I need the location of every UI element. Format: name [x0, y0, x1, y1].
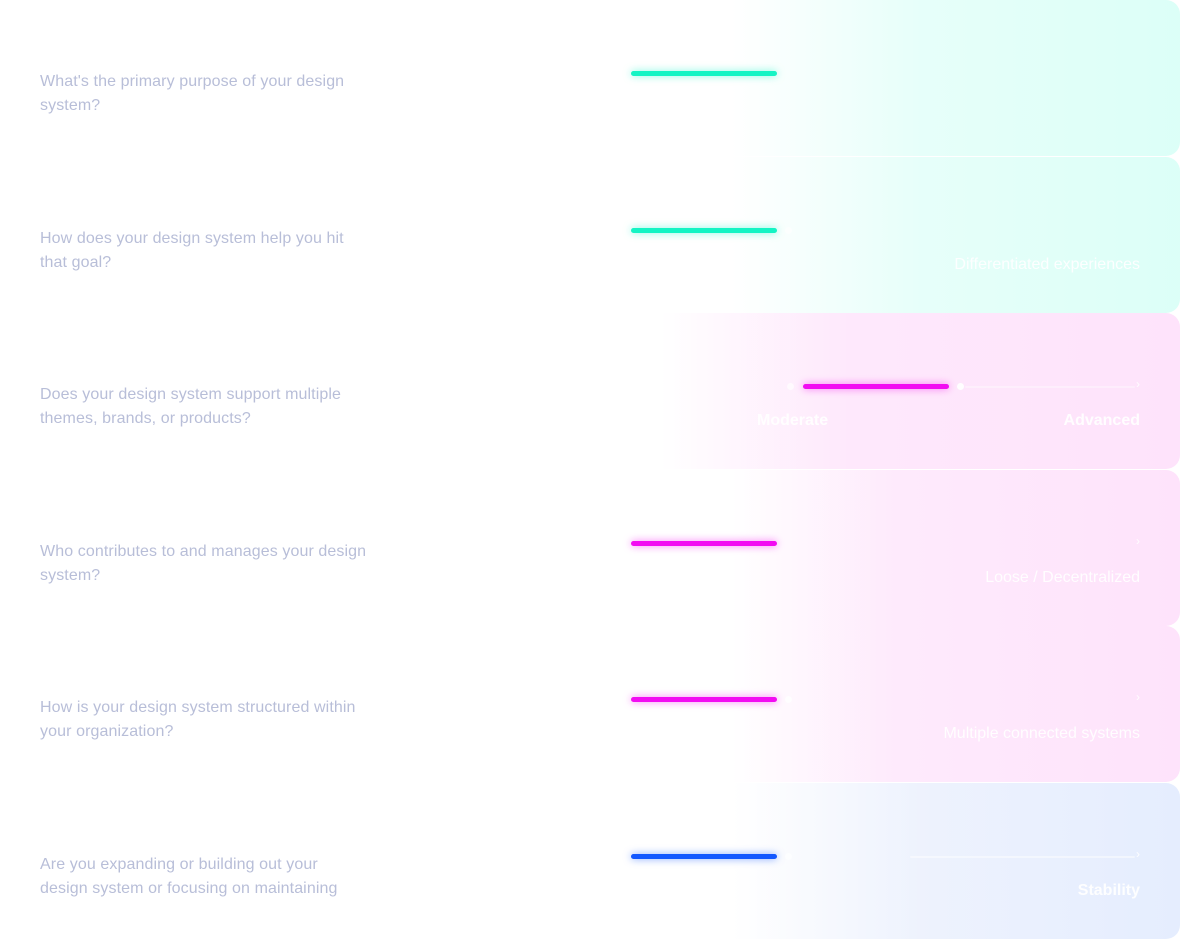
- selected-segment[interactable]: [631, 697, 777, 702]
- question-row: Who contributes to and manages your desi…: [0, 470, 1180, 626]
- question-row: How is your design system structured wit…: [0, 626, 1180, 782]
- question-text: Who contributes to and manages your desi…: [40, 543, 367, 584]
- slider-dot[interactable]: [957, 383, 964, 390]
- selected-segment[interactable]: [803, 384, 949, 389]
- selected-segment[interactable]: [631, 541, 777, 546]
- question-row: How does your design system help you hit…: [0, 157, 1180, 313]
- selected-segment[interactable]: [631, 228, 777, 233]
- question-row: Does your design system support multiple…: [0, 313, 1180, 469]
- slider-dot[interactable]: [785, 227, 792, 234]
- slider-track[interactable]: [965, 386, 1135, 388]
- arrow-right-icon: ›: [1136, 534, 1140, 548]
- question-text: Are you expanding or building out your d…: [40, 856, 338, 897]
- question-text: How is your design system structured wit…: [40, 699, 356, 740]
- slider-dot[interactable]: [785, 696, 792, 703]
- scale-label-left: Moderate: [757, 412, 829, 429]
- arrow-right-icon: ›: [1136, 377, 1140, 391]
- scale-label-right: Multiple connected systems: [943, 725, 1140, 742]
- question-text: Does your design system support multiple…: [40, 386, 342, 427]
- scale-label-right: Differentiated experiences: [954, 256, 1140, 273]
- question-text: How does your design system help you hit…: [40, 230, 344, 271]
- selected-segment[interactable]: [631, 854, 777, 859]
- scale-label-right: Loose / Decentralized: [985, 569, 1140, 586]
- selected-segment[interactable]: [631, 71, 777, 76]
- slider-dot[interactable]: [787, 383, 794, 390]
- arrow-right-icon: ›: [1136, 690, 1140, 704]
- question-text: What's the primary purpose of your desig…: [40, 73, 345, 114]
- arrow-right-icon: ›: [1136, 847, 1140, 861]
- question-row: Are you expanding or building out your d…: [0, 783, 1180, 939]
- scale-label-right: Stability: [1077, 882, 1140, 899]
- slider-track[interactable]: [910, 856, 1135, 858]
- slider-dot[interactable]: [785, 853, 792, 860]
- question-row: What's the primary purpose of your desig…: [0, 0, 1180, 156]
- scale-label-right: Advanced: [1063, 412, 1140, 429]
